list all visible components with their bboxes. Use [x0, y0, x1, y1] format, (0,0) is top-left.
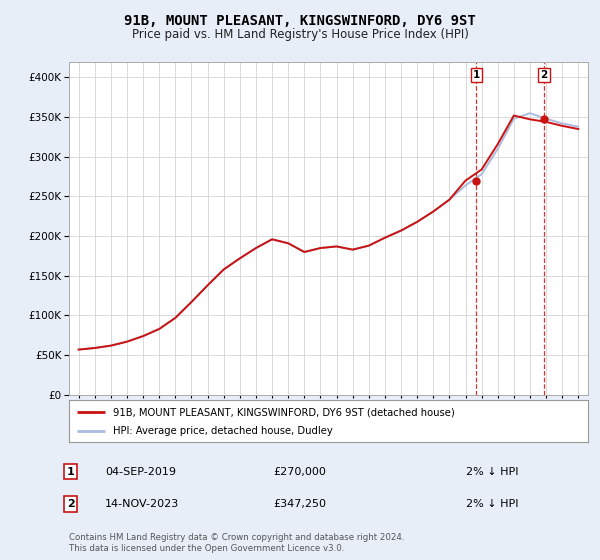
Text: 04-SEP-2019: 04-SEP-2019 [105, 466, 176, 477]
Text: 91B, MOUNT PLEASANT, KINGSWINFORD, DY6 9ST: 91B, MOUNT PLEASANT, KINGSWINFORD, DY6 9… [124, 14, 476, 28]
Text: 91B, MOUNT PLEASANT, KINGSWINFORD, DY6 9ST (detached house): 91B, MOUNT PLEASANT, KINGSWINFORD, DY6 9… [113, 407, 455, 417]
Text: 2: 2 [541, 70, 548, 80]
Text: 1: 1 [67, 466, 74, 477]
Text: HPI: Average price, detached house, Dudley: HPI: Average price, detached house, Dudl… [113, 426, 333, 436]
Text: Price paid vs. HM Land Registry's House Price Index (HPI): Price paid vs. HM Land Registry's House … [131, 28, 469, 41]
Text: £270,000: £270,000 [274, 466, 326, 477]
Text: Contains HM Land Registry data © Crown copyright and database right 2024.
This d: Contains HM Land Registry data © Crown c… [69, 533, 404, 553]
Text: 2: 2 [67, 499, 74, 509]
Text: 2% ↓ HPI: 2% ↓ HPI [466, 466, 518, 477]
Text: £347,250: £347,250 [274, 499, 326, 509]
Text: 2% ↓ HPI: 2% ↓ HPI [466, 499, 518, 509]
Text: 1: 1 [473, 70, 480, 80]
Text: 14-NOV-2023: 14-NOV-2023 [105, 499, 179, 509]
